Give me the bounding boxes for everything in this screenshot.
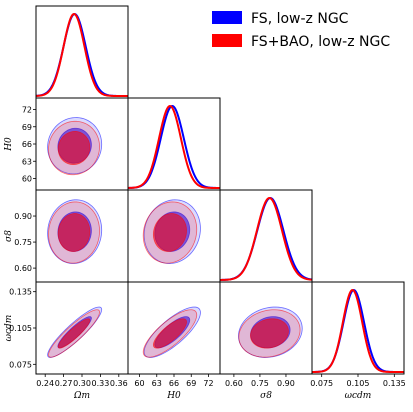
xtick-label: 72 — [203, 379, 213, 388]
xtick-label: 0.105 — [347, 379, 370, 388]
xtick-label: 0.33 — [91, 379, 109, 388]
xtick-label: 0.27 — [55, 379, 73, 388]
marginal-omega_m-series-1 — [36, 13, 128, 97]
contour-inner-H0-sigma8-series-1 — [152, 213, 187, 252]
ytick-label: 69 — [22, 123, 32, 132]
contour-inner-omega_m-omega_cdm-series-1 — [57, 318, 91, 349]
marginal-omega_m-series-0 — [36, 13, 128, 97]
panel-frame-omega_m-omega_m — [35, 5, 129, 99]
contour-inner-omega_m-sigma8-series-1 — [57, 213, 91, 252]
ytick-label: 66 — [22, 140, 32, 149]
ytick-label: 0.90 — [14, 212, 32, 221]
panel-omega_cdm-H0 — [142, 306, 201, 358]
legend: FS, low-z NGC FS+BAO, low-z NGC — [212, 11, 390, 50]
xtick-label: 0.60 — [225, 379, 243, 388]
ytick-label: 60 — [22, 175, 32, 184]
xtick-label: 0.75 — [251, 379, 269, 388]
panel-omega_cdm-omega_cdm — [312, 288, 404, 373]
ytick-label: 0.60 — [14, 264, 32, 273]
panel-sigma8-omega_m — [47, 199, 103, 264]
contour-inner-omega_m-H0-series-1 — [57, 131, 91, 166]
marginal-sigma8-series-0 — [220, 197, 312, 281]
ylabel-omega_cdm: ωcdm — [4, 315, 14, 342]
xtick-label: 0.30 — [73, 379, 91, 388]
panel-omega_cdm-omega_m — [47, 306, 103, 358]
xtick-label: 69 — [186, 379, 196, 388]
ylabel-sigma8: σ8 — [4, 230, 14, 242]
xlabel-omega_cdm: ωcdm — [345, 391, 372, 401]
panel-H0-H0 — [128, 104, 220, 189]
legend-swatch-fs — [212, 11, 242, 24]
ytick-label: 63 — [22, 157, 32, 166]
xtick-label: 63 — [152, 379, 162, 388]
ytick-label: 0.75 — [14, 238, 32, 247]
xtick-label: 60 — [134, 379, 144, 388]
marginal-omega_cdm-series-1 — [312, 288, 404, 373]
ytick-label: 0.135 — [9, 288, 32, 297]
ytick-label: 72 — [22, 106, 32, 115]
panel-omega_cdm-sigma8 — [238, 306, 303, 358]
ytick-label: 0.105 — [9, 324, 32, 333]
legend-label-fs-bao: FS+BAO, low-z NGC — [251, 34, 390, 50]
xlabel-H0: H0 — [166, 391, 181, 401]
contour-inner-H0-omega_cdm-series-1 — [152, 318, 187, 349]
marginal-H0-series-0 — [128, 104, 220, 189]
xtick-label: 0.90 — [277, 379, 295, 388]
panel-H0-omega_m — [47, 117, 103, 176]
xlabel-sigma8: σ8 — [260, 391, 272, 401]
ytick-label: 0.075 — [9, 360, 32, 369]
ylabel-H0: H0 — [4, 137, 14, 152]
panel-sigma8-sigma8 — [220, 197, 312, 281]
contour-inner-sigma8-omega_cdm-series-1 — [250, 318, 289, 349]
tick-layer: 0.24 0.27 0.30 0.33 0.36 60 63 66 69 72 0.60 0.75 0.… — [9, 106, 406, 389]
marginal-H0-series-1 — [128, 104, 220, 189]
panel-sigma8-H0 — [142, 199, 201, 264]
axis-label-layer: Ωm H0 σ8 ωcdm H0 σ8 ωcdm — [4, 137, 371, 401]
panels — [35, 5, 405, 375]
xtick-label: 0.24 — [36, 379, 54, 388]
xtick-label: 0.075 — [310, 379, 333, 388]
xtick-label: 0.36 — [110, 379, 128, 388]
xtick-label: 0.135 — [383, 379, 406, 388]
xlabel-omega_m: Ωm — [73, 391, 90, 401]
legend-label-fs: FS, low-z NGC — [251, 11, 349, 27]
marginal-sigma8-series-1 — [220, 197, 312, 281]
xtick-label: 66 — [169, 379, 179, 388]
legend-swatch-fs-bao — [212, 34, 242, 47]
panel-omega_m-omega_m — [36, 13, 128, 97]
